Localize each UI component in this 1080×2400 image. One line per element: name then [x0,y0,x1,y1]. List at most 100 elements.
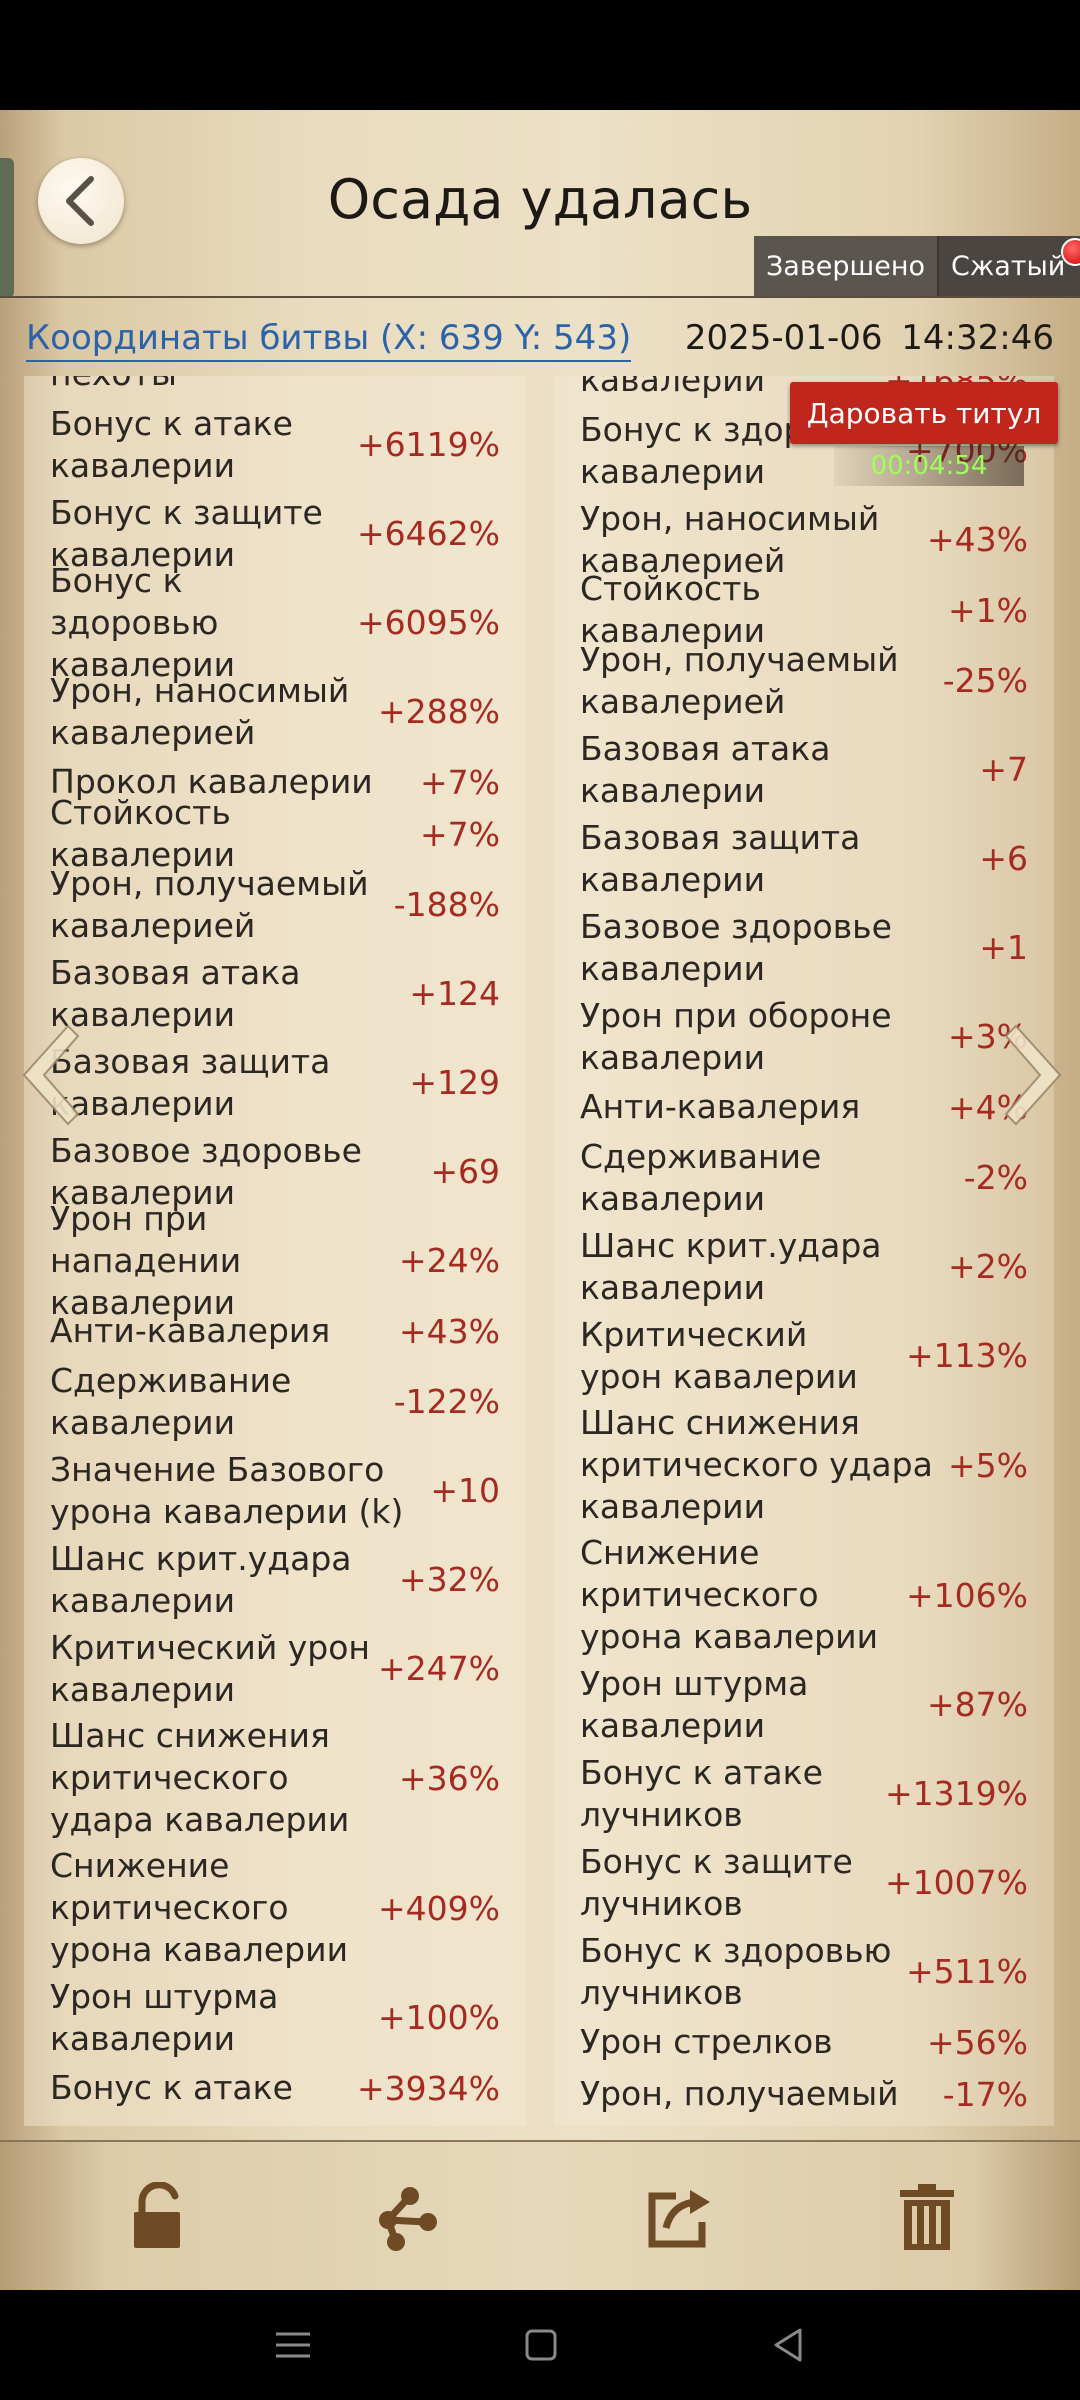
stat-label: Сдерживание кавалерии [580,1136,822,1218]
stat-label: Значение Базового урона кавалерии (k) [50,1449,404,1531]
stat-label: Бонус к атаке лучников [580,1752,823,1834]
stat-label: Урон, наносимый кавалерией [50,670,350,752]
export-icon[interactable] [646,2182,716,2252]
stat-label: Критический урон кавалерии [580,1314,858,1396]
tab-compact-label: Сжатый [951,250,1066,282]
next-page-arrow[interactable] [998,1020,1068,1130]
stat-row: Критический урон кавалерии +247% [24,1624,526,1713]
back-button[interactable] [38,158,124,244]
stat-label: Шанс снижения критического удара кавалер… [50,1716,350,1839]
stat-row: Урон при нападении кавалерии +24% [24,1199,526,1322]
grant-title-button[interactable]: Даровать титул [790,382,1058,444]
notification-dot [1061,238,1080,266]
stat-value: +3934% [357,2068,500,2108]
stat-label: Урон штурма кавалерии [580,1663,809,1745]
stat-row: Бонус к защите лучников +1007% [554,1838,1054,1927]
tab-compact[interactable]: Сжатый [939,236,1080,296]
stat-value: -17% [942,2074,1028,2114]
stat-value: +6095% [357,603,500,642]
stat-value: +87% [927,1685,1028,1724]
stat-label: Сдерживание кавалерии [50,1360,292,1442]
stat-label: Снижение критического урона кавалерии [580,1533,879,1656]
stat-label: Урон, получаемый [580,2074,899,2113]
stat-value: +511% [906,1952,1028,1991]
status-bar [0,0,1080,110]
stat-label: Шанс крит.удара кавалерии [50,1538,352,1620]
share-icon[interactable] [372,2182,442,2252]
stat-row: Снижение критического урона кавалерии +10… [554,1530,1054,1660]
grant-title-timer: 00:04:54 [834,446,1024,486]
stat-row: Урон, наносимый кавалерией +288% [24,667,526,756]
stat-row: Базовое здоровье кавалерии +1 [554,903,1054,992]
stat-row: Шанс снижения критического удара кавалер… [554,1400,1054,1530]
stat-label: Базовая защита кавалерии [50,1041,331,1123]
stat-label: Анти-кавалерия [50,1311,331,1350]
stat-row: Анти-кавалерия +43% [24,1305,526,1357]
stat-label: Бонус к здоровью лучников [580,1930,892,2012]
battle-report-screen: Осада удалась Завершено Сжатый Координат… [0,110,1080,2290]
stat-value: +113% [906,1336,1028,1375]
stat-value: +10 [430,1471,500,1510]
stat-value: +100% [378,1998,500,2037]
stat-row: Анти-кавалерия +4% [554,1081,1054,1133]
stat-value: +409% [378,1888,500,1928]
battle-coordinates-link[interactable]: Координаты битвы (X: 639 Y: 543) [26,318,632,362]
stat-label: Стойкость кавалерии [580,569,766,650]
home-icon[interactable] [516,2320,566,2370]
stat-value: +106% [906,1575,1028,1615]
stat-label: Базовая защита кавалерии [580,817,861,899]
stat-value: +56% [927,2022,1028,2062]
side-drawer-handle[interactable] [0,158,14,298]
chevron-left-icon [66,176,94,226]
stat-label: Базовая атака кавалерии [50,952,301,1034]
stat-row: Сдерживание кавалерии -122% [24,1357,526,1446]
stat-label: Шанс крит.удара кавалерии [580,1225,882,1307]
stat-label: Базовое здоровье кавалерии [50,1130,362,1212]
stat-label: Бонус к защите лучников [580,1841,853,1923]
stat-value: +6119% [357,425,500,464]
header-divider [0,296,1080,298]
menu-icon[interactable] [268,2320,318,2370]
stat-value: +36% [399,1758,500,1798]
stat-label: Урон, наносимый кавалерией [580,498,880,580]
trash-icon[interactable] [892,2182,962,2252]
lock-icon[interactable] [124,2181,194,2252]
tab-completed[interactable]: Завершено [754,236,940,296]
stat-value: -122% [393,1382,500,1421]
stat-row: Бонус к здоровью лучников +511% [554,1927,1054,2016]
stat-row: пехоты [24,376,526,400]
stat-label: Прокол кавалерии [50,762,373,801]
stat-value: +43% [927,520,1028,559]
attacker-stats-column[interactable]: пехотыБонус к атаке кавалерии+6119%Бонус… [24,376,526,2126]
stat-value: +1319% [885,1774,1028,1813]
stat-row: Урон, наносимый кавалерией +43% [554,495,1054,584]
stat-value: -25% [942,661,1028,700]
page-title: Осада удалась [327,168,753,231]
stat-label: Урон, получаемый кавалерией [50,863,369,945]
stat-value: +124 [409,974,500,1013]
filter-tabs: Завершено Сжатый [754,236,1080,296]
defender-stats-column[interactable]: кавалерии+1685%Бонус к здоровью кавалери… [554,376,1054,2126]
stat-row: Бонус к атаке лучников +1319% [554,1749,1054,1838]
stat-row: Шанс крит.удара кавалерии +2% [554,1222,1054,1311]
stat-value: -2% [963,1158,1028,1197]
stat-label: пехоты [50,376,177,395]
stat-row: Базовая защита кавалерии +129 [24,1038,526,1127]
stat-row: Урон штурма кавалерии +87% [554,1660,1054,1749]
stat-value: +7% [419,762,500,802]
stat-value: +6 [979,839,1028,878]
previous-page-arrow[interactable] [16,1020,86,1130]
back-triangle-icon[interactable] [764,2320,814,2370]
stat-label: Бонус к атаке кавалерии [50,403,293,485]
stat-value: +129 [409,1063,500,1102]
chevron-left-icon [22,1024,80,1126]
stat-label: Урон, получаемый кавалерией [580,639,899,721]
defender-stats-list: кавалерии+1685%Бонус к здоровью кавалери… [554,376,1054,2120]
stat-label: Урон штурма кавалерии [50,1976,279,2058]
stat-value: +2% [947,1247,1028,1286]
stat-row: Бонус к атаке кавалерии +6119% [24,400,526,489]
stat-row: Урон, получаемый -17% [554,2068,1054,2120]
stat-label: Бонус к атаке [50,2068,293,2107]
stat-label: Урон при обороне кавалерии [580,995,892,1077]
stat-value: +32% [399,1560,500,1599]
